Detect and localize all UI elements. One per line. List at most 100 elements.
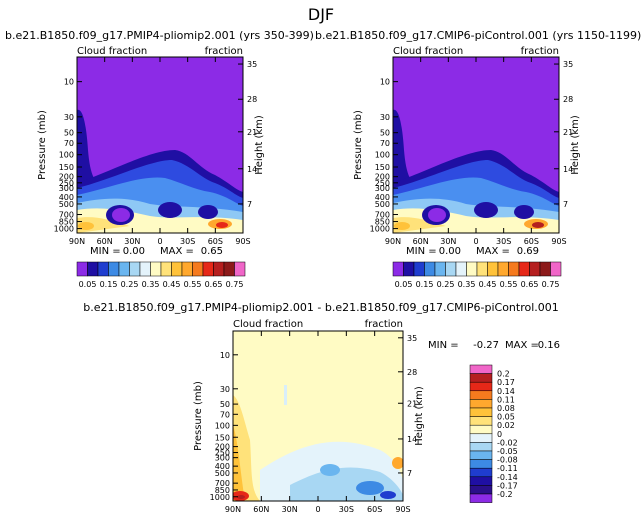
- colorbar-swatch: [469, 442, 493, 452]
- contour-field: [77, 57, 243, 233]
- colorbar-swatch: [87, 261, 99, 277]
- x-tick-label: 90N: [69, 237, 85, 246]
- x-tick-label: 60S: [524, 237, 539, 246]
- colorbar-label: 0.15: [100, 280, 118, 289]
- colorbar-swatch: [539, 261, 551, 277]
- fraction-label: fraction: [521, 46, 559, 57]
- y-tick-label: 700: [375, 211, 390, 220]
- x-tick-label: 90N: [225, 505, 241, 514]
- y-tick-label: 1000: [370, 225, 390, 234]
- panel-picontrol: b.e21.B1850.f09_g17.CMIP6-piControl.001 …: [315, 29, 641, 289]
- colorbar-swatch: [469, 450, 493, 460]
- colorbar-swatch: [413, 261, 425, 277]
- y-tick-label: 400: [59, 193, 74, 202]
- colorbar-swatch: [469, 424, 493, 435]
- y-right-tick-label: 28: [247, 95, 257, 104]
- colorbar-swatch: [424, 261, 436, 277]
- colorbar-swatch: [445, 261, 457, 277]
- colorbar-swatch: [97, 261, 109, 277]
- colorbar-swatch: [508, 261, 520, 277]
- min-label: MIN =: [428, 340, 459, 351]
- y-tick-label: 10: [64, 78, 74, 87]
- colorbar-swatch: [469, 364, 493, 374]
- colorbar-swatch: [469, 476, 493, 486]
- y-tick-label: 500: [375, 200, 390, 209]
- axes: 90N 60N 30N 0 30S 60S 90S103050701001502002503…: [54, 57, 257, 246]
- y-tick-label: 100: [59, 151, 74, 160]
- colorbar-swatch: [223, 261, 235, 277]
- colorbar-swatch: [76, 261, 88, 277]
- colorbar-swatch: [476, 261, 488, 277]
- panel-title: b.e21.B1850.f09_g17.PMIP4-pliomip2.001 -…: [83, 301, 559, 314]
- y-right-tick-label: 35: [247, 60, 257, 69]
- colorbar-swatch: [192, 261, 204, 277]
- y-axis-label: Pressure (mb): [193, 381, 204, 451]
- y-right-tick-label: 21: [407, 399, 417, 408]
- colorbar: 0.05 0.15 0.25 0.35 0.45 0.55 0.65 0.75: [76, 261, 246, 289]
- y-tick-label: 10: [220, 351, 230, 360]
- colorbar-label: 0.25: [437, 280, 455, 289]
- y-tick-label: 70: [220, 410, 230, 419]
- colorbar-label: 0.25: [121, 280, 139, 289]
- y-tick-label: 1000: [54, 225, 74, 234]
- min-value: -0.27: [473, 340, 499, 351]
- x-tick-label: 60N: [253, 505, 269, 514]
- y-tick-label: 70: [64, 139, 74, 148]
- y-right-tick-label: 7: [563, 200, 568, 209]
- y-tick-label: 500: [59, 200, 74, 209]
- y-right-tick-label: 35: [407, 334, 417, 343]
- colorbar-swatch: [171, 261, 183, 277]
- colorbar-label: 0.45: [479, 280, 497, 289]
- colorbar-label: 0.55: [184, 280, 202, 289]
- fraction-label: fraction: [365, 319, 403, 330]
- colorbar-swatch: [202, 261, 214, 277]
- colorbar-swatch: [234, 261, 246, 277]
- y-tick-label: 400: [215, 462, 230, 471]
- colorbar-label: 0.05: [79, 280, 97, 289]
- x-tick-label: 0: [473, 237, 478, 246]
- x-tick-label: 0: [315, 505, 320, 514]
- colorbar-swatch: [403, 261, 415, 277]
- y-tick-label: 250: [375, 179, 390, 188]
- colorbar-label: 0.35: [458, 280, 476, 289]
- max-value: 0.65: [201, 246, 223, 257]
- y-tick-label: 30: [220, 385, 230, 394]
- panel-difference: b.e21.B1850.f09_g17.PMIP4-pliomip2.001 -…: [83, 301, 560, 514]
- colorbar-label: 0.35: [142, 280, 160, 289]
- colorbar-swatch: [469, 416, 493, 426]
- page-title: DJF: [308, 5, 334, 24]
- y-right-tick-label: 35: [563, 60, 573, 69]
- y-right-tick-label: 28: [407, 368, 417, 377]
- y-tick-label: 30: [380, 113, 390, 122]
- x-tick-label: 90S: [235, 237, 250, 246]
- y-tick-label: 70: [380, 139, 390, 148]
- min-value: 0.00: [439, 246, 461, 257]
- y-tick-label: 700: [215, 479, 230, 488]
- min-label: MIN =: [406, 246, 437, 257]
- colorbar-label: 0.75: [226, 280, 244, 289]
- y-tick-label: 150: [215, 433, 230, 442]
- colorbar-swatch: [497, 261, 509, 277]
- y-tick-label: 100: [375, 151, 390, 160]
- max-label: MAX =: [505, 340, 539, 351]
- colorbar-swatch: [150, 261, 162, 277]
- colorbar-label: 0.2: [497, 370, 510, 379]
- colorbar-label: 0.05: [497, 413, 515, 422]
- colorbar-label: 0.11: [497, 395, 515, 404]
- x-tick-label: 30N: [440, 237, 456, 246]
- max-value: 0.69: [517, 246, 539, 257]
- colorbar-swatch: [487, 261, 499, 277]
- colorbar-swatch: [455, 261, 467, 277]
- y-right-tick-label: 14: [407, 435, 417, 444]
- colorbar-label: -0.17: [497, 481, 518, 490]
- y-axis-label: Pressure (mb): [37, 110, 48, 180]
- y-tick-label: 850: [375, 218, 390, 227]
- y-tick-label: 100: [215, 421, 230, 430]
- colorbar-label: 0.14: [497, 387, 515, 396]
- x-tick-label: 90N: [385, 237, 401, 246]
- colorbar-swatch: [213, 261, 225, 277]
- cloud-fraction-label: Cloud fraction: [233, 319, 303, 330]
- y-tick-label: 1000: [210, 493, 230, 502]
- colorbar-swatch: [469, 373, 493, 383]
